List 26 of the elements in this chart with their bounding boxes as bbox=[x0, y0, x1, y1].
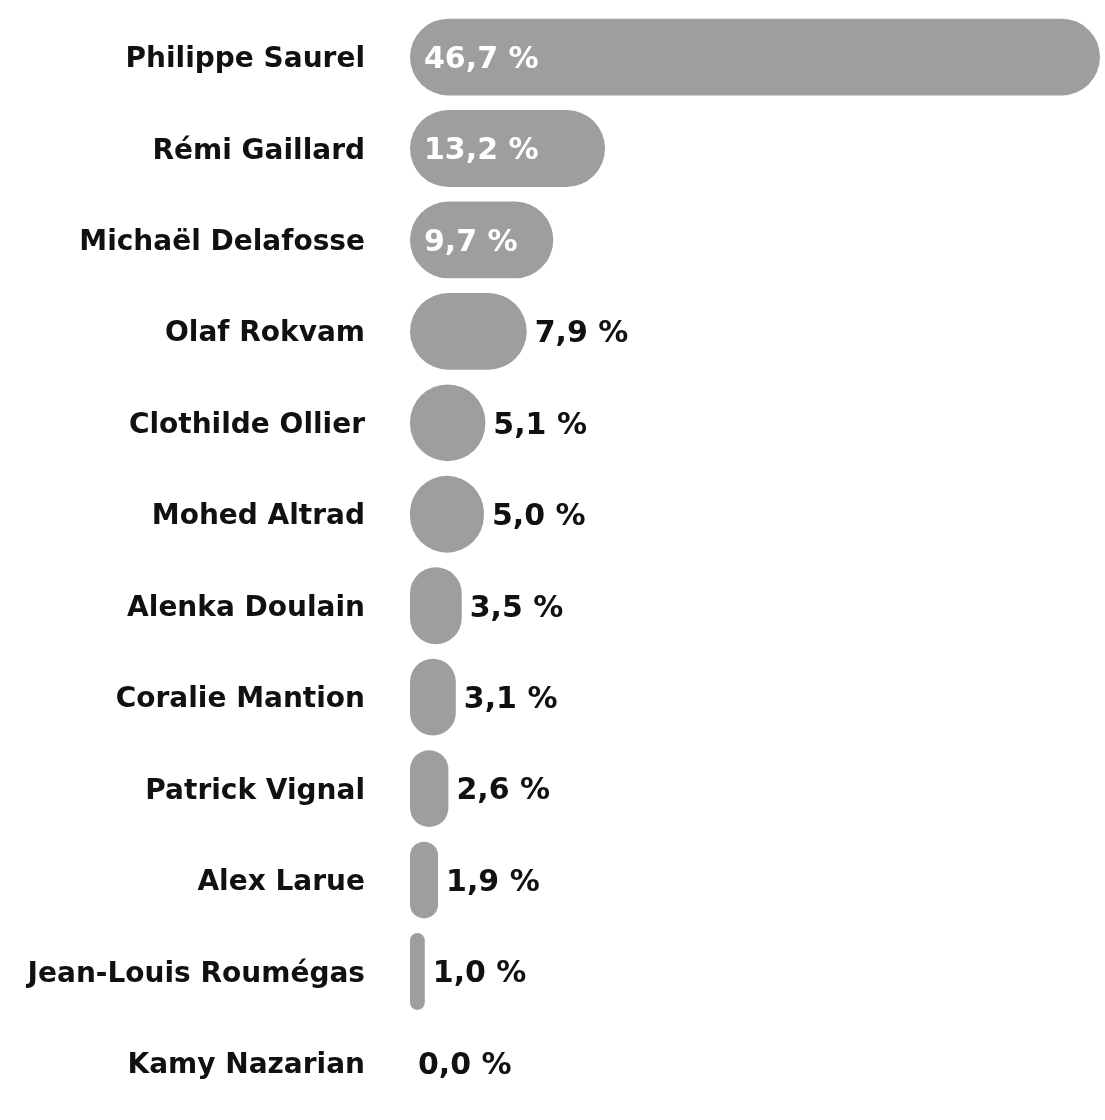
y-tick-label: Kamy Nazarian bbox=[127, 1047, 365, 1081]
y-tick-label: Philippe Saurel bbox=[125, 41, 365, 75]
data-label: 0,0 % bbox=[418, 1045, 512, 1081]
y-tick-label: Alenka Doulain bbox=[127, 589, 365, 623]
data-label: 3,5 % bbox=[469, 588, 564, 624]
y-tick-label: Mohed Altrad bbox=[151, 498, 365, 532]
y-tick-label: Alex Larue bbox=[197, 864, 365, 898]
data-label: 1,9 % bbox=[446, 862, 540, 898]
data-label: 46,7 % bbox=[424, 39, 539, 75]
data-label: 5,1 % bbox=[493, 405, 588, 441]
data-label: 13,2 % bbox=[424, 131, 539, 167]
bar bbox=[410, 933, 425, 1010]
y-tick-label: Clothilde Ollier bbox=[128, 406, 366, 440]
y-tick-label: Jean-Louis Roumégas bbox=[25, 955, 365, 989]
y-tick-label: Olaf Rokvam bbox=[165, 315, 365, 349]
bar bbox=[410, 841, 439, 919]
data-label: 2,6 % bbox=[456, 771, 551, 807]
y-tick-label: Coralie Mantion bbox=[115, 681, 365, 715]
y-tick-label: Rémi Gaillard bbox=[152, 132, 365, 166]
y-tick-label: Patrick Vignal bbox=[145, 772, 365, 806]
data-label: 1,0 % bbox=[432, 954, 527, 990]
data-label: 9,7 % bbox=[424, 222, 518, 258]
y-tick-label: Michaël Delafosse bbox=[79, 224, 365, 258]
data-label: 7,9 % bbox=[534, 314, 629, 350]
data-label: 5,0 % bbox=[491, 497, 586, 533]
data-label: 3,1 % bbox=[463, 679, 558, 715]
